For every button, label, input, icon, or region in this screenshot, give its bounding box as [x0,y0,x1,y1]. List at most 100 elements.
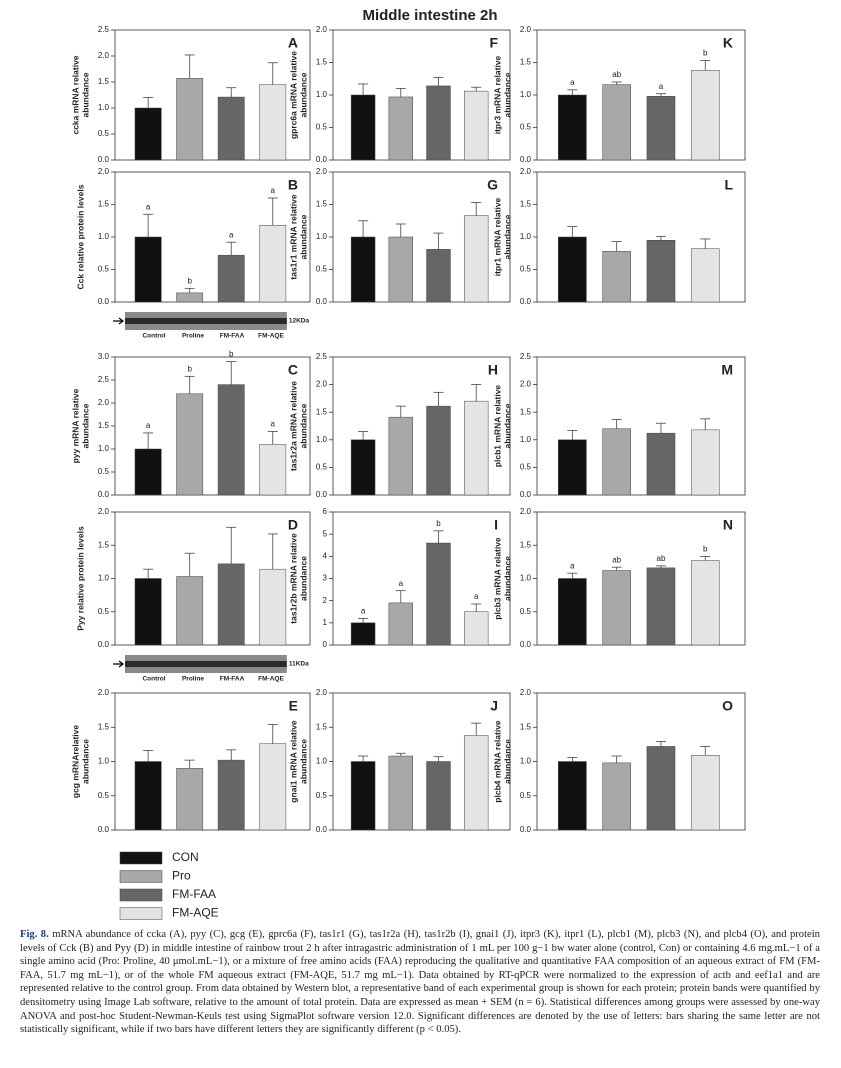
bar [217,96,245,161]
bar [176,292,204,303]
bar [259,568,287,646]
y-tick-label: 0.5 [316,791,328,800]
y-axis-label: abundance [80,739,90,784]
bar [217,759,245,831]
legend-label: Pro [172,869,191,883]
bar [463,215,489,303]
y-tick-label: 0.0 [316,297,328,306]
y-tick-label: 5 [323,529,328,538]
legend-label: FM-AQE [172,906,219,920]
y-tick-label: 1.0 [98,103,110,112]
y-tick-label: 1.5 [316,722,328,731]
bar [176,78,204,161]
significance-letter: b [187,276,192,285]
y-tick-label: 2.0 [316,688,328,697]
y-tick-label: 1.5 [316,200,328,209]
y-tick-label: 2.5 [98,25,110,34]
bar [690,429,720,496]
y-tick-label: 0.5 [98,129,110,138]
y-tick-label: 0.5 [98,467,110,476]
y-tick-label: 2.0 [520,167,532,176]
bar [259,84,287,161]
y-axis-label: abundance [298,403,308,448]
y-axis-label: abundance [298,72,308,117]
y-tick-label: 0.0 [520,825,532,834]
blot-size: 12KDa [289,318,310,325]
y-axis-label: ccka mRNA relative [70,55,80,134]
y-tick-label: 0.0 [520,490,532,499]
y-axis-label: abundance [502,214,512,259]
y-axis-label: itpr3 mRNA relative [492,55,502,134]
panel-letter: C [288,362,298,378]
blot-lane-label: Control [142,333,165,340]
panel-letter: D [288,517,298,533]
blot-lane-label: Control [142,676,165,683]
blot-lane-label: FM-FAA [220,676,245,683]
y-tick-label: 2.0 [98,507,110,516]
y-axis-label: tas1r2b mRNA relative [288,533,298,624]
significance-letter: a [146,421,151,430]
significance-letter: a [474,592,479,601]
y-tick-label: 2.0 [520,380,532,389]
y-tick-label: 1.0 [98,757,110,766]
y-tick-label: 1.0 [98,574,110,583]
bar [134,107,162,161]
bar [134,448,162,496]
bar [176,576,204,646]
bar [646,96,676,161]
y-tick-label: 1.0 [98,444,110,453]
y-axis-label: abundance [502,739,512,784]
y-tick-label: 0.5 [316,463,328,472]
y-axis-label: itpr1 mRNA relative [492,197,502,276]
y-axis-label: abundance [298,214,308,259]
blot-lane-label: FM-AQE [258,676,284,683]
y-tick-label: 1.5 [316,58,328,67]
bar [690,560,720,646]
y-axis-label: pyy mRNA relative [70,388,80,463]
y-tick-label: 1.5 [98,200,110,209]
y-axis-label: abundance [298,556,308,601]
plot-frame [332,356,511,496]
blot-lane-label: Proline [182,676,204,683]
y-axis-label: plcb3 mRNA relative [492,537,502,620]
significance-letter: a [229,230,234,239]
y-tick-label: 1.0 [520,757,532,766]
y-axis-label: plcb4 mRNA relative [492,720,502,803]
y-tick-label: 2.0 [520,688,532,697]
y-tick-label: 0 [323,640,328,649]
bar [602,428,631,496]
bar [426,761,451,831]
y-tick-label: 0.5 [520,265,532,274]
y-tick-label: 0.5 [98,607,110,616]
bar [558,236,587,303]
y-tick-label: 1.0 [316,90,328,99]
plot-frame [536,356,746,496]
y-tick-label: 2.0 [98,398,110,407]
y-tick-label: 1.5 [520,407,532,416]
bar [350,94,376,161]
blot-lane-label: FM-AQE [258,333,284,340]
significance-letter: a [146,202,151,211]
bar [426,542,451,646]
legend-swatch [119,870,163,883]
y-tick-label: 1.5 [98,540,110,549]
bar [217,254,245,303]
bar [426,249,451,303]
bar [388,755,413,831]
bar [176,393,204,496]
y-tick-label: 1.5 [520,540,532,549]
bar [259,444,287,496]
y-tick-label: 2.0 [98,51,110,60]
significance-letter: a [399,579,404,588]
bar [350,761,376,831]
significance-letter: a [570,78,575,87]
y-tick-label: 1.0 [520,90,532,99]
y-axis-label: abundance [80,403,90,448]
y-tick-label: 0.0 [98,155,110,164]
y-axis-label: abundance [298,739,308,784]
legend-swatch [119,888,163,902]
bar [259,225,287,303]
y-tick-label: 0.0 [98,490,110,499]
y-tick-label: 2.0 [316,380,328,389]
bar [217,563,245,646]
